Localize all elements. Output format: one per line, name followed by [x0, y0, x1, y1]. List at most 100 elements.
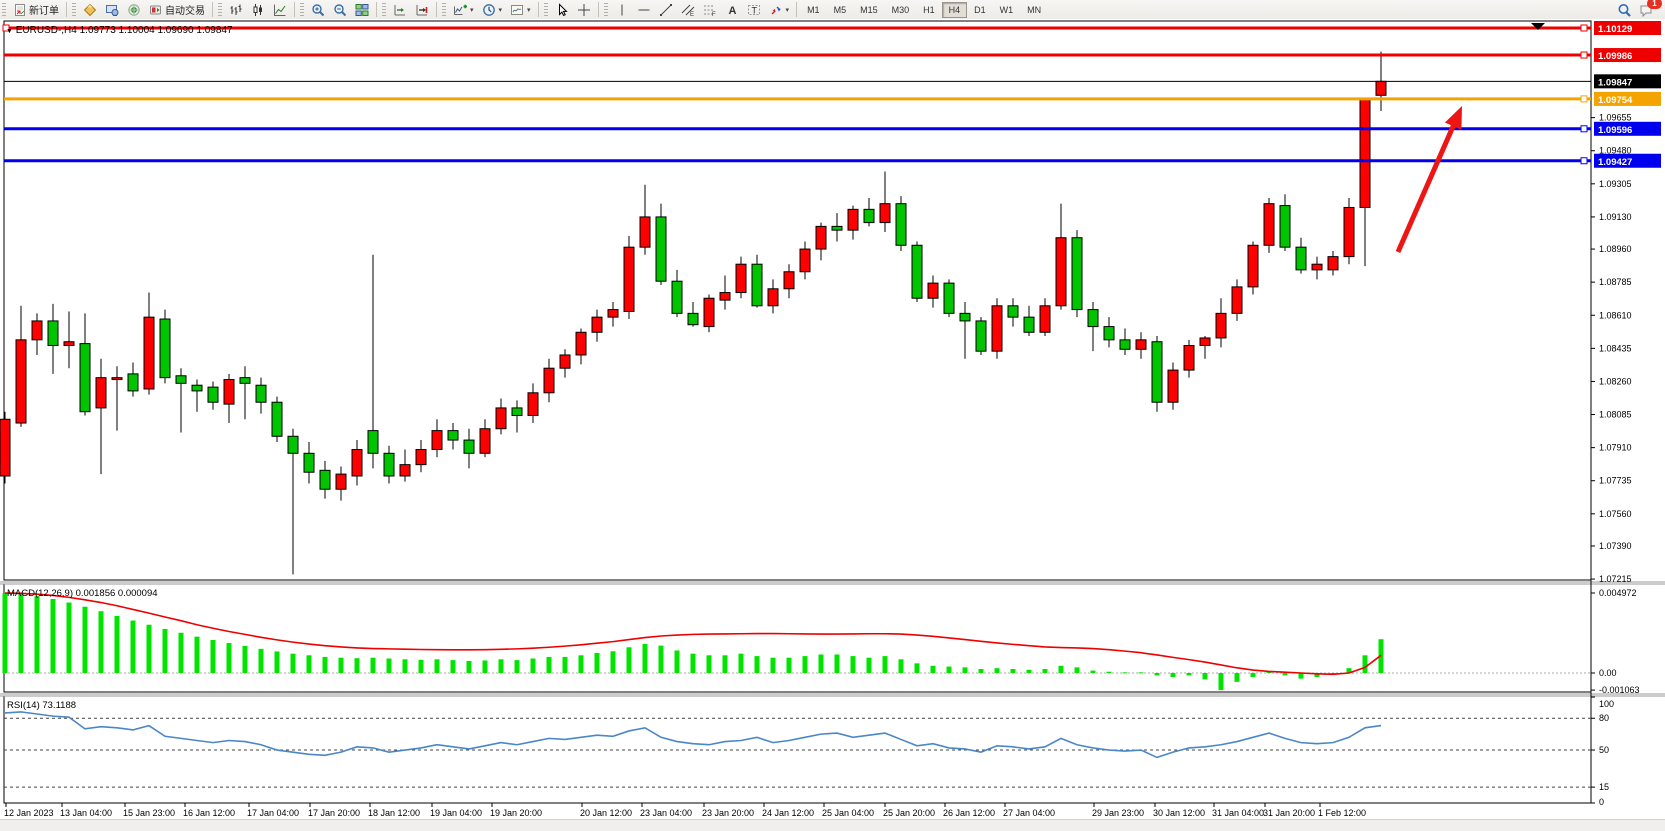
candle-bear	[319, 469, 331, 490]
chart-area[interactable]: 1.09655 1.09480 1.09305 1.09130 1.08960 1.087…	[0, 19, 1665, 831]
candle-bull	[703, 297, 715, 328]
equidistant-channel-button[interactable]: E	[677, 1, 699, 19]
time-label[interactable]: 29 Jan 23:00	[1092, 808, 1144, 818]
line-handle[interactable]	[1580, 24, 1588, 32]
new-order-button[interactable]: 新订单	[9, 0, 63, 19]
candle-bear	[911, 244, 923, 299]
timeframe-m15-button[interactable]: M15	[860, 4, 878, 15]
market-watch-button[interactable]	[79, 1, 101, 19]
toolbar-grip[interactable]	[72, 2, 76, 17]
auto-scroll-button[interactable]	[389, 1, 411, 19]
candle-bull	[927, 282, 939, 299]
zoom-in-button[interactable]	[307, 1, 329, 19]
candle-bear	[863, 208, 875, 224]
crosshair-button[interactable]	[573, 1, 595, 19]
timeframe-d1-button[interactable]: D1	[974, 4, 986, 15]
new-chart-button[interactable]: ▾	[449, 1, 478, 19]
timeframe-h4-button[interactable]: H4	[941, 1, 968, 18]
fibonacci-button[interactable]: F	[699, 1, 721, 19]
data-window-button[interactable]	[101, 1, 123, 19]
candle-bull	[15, 339, 27, 424]
trendline-button[interactable]	[655, 1, 677, 19]
rsi-line	[4, 711, 1382, 759]
candle-bear	[751, 263, 763, 307]
line-handle[interactable]	[1580, 157, 1588, 165]
annotation-arrow[interactable]	[1395, 114, 1461, 254]
search-button[interactable]	[1613, 1, 1635, 19]
chart-shift-button[interactable]	[411, 1, 433, 19]
main-pane[interactable]	[3, 20, 1592, 581]
candle-bull	[399, 464, 411, 477]
timeframe-m30-button[interactable]: M30	[891, 4, 910, 15]
time-label[interactable]: 31 Jan 20:00	[1263, 808, 1315, 818]
toolbar-grip[interactable]	[603, 2, 608, 17]
price-tick-label: 1.07390	[1599, 541, 1632, 551]
toolbar-grip[interactable]	[218, 2, 222, 17]
time-label[interactable]: 17 Jan 04:00	[247, 808, 299, 818]
time-label[interactable]: 19 Jan 04:00	[430, 808, 482, 818]
toolbar-grip[interactable]	[442, 2, 446, 17]
time-label[interactable]: 19 Jan 20:00	[490, 808, 542, 818]
time-label[interactable]: 31 Jan 04:00	[1212, 808, 1264, 818]
time-label[interactable]: 24 Jan 12:00	[762, 808, 814, 818]
macd-pane[interactable]	[3, 583, 1592, 693]
zoom-out-button[interactable]	[329, 1, 351, 19]
time-label[interactable]: 13 Jan 04:00	[60, 808, 112, 818]
cursor-button[interactable]	[551, 1, 573, 19]
toolbar-grip[interactable]	[300, 2, 304, 17]
line-handle[interactable]	[1580, 125, 1588, 133]
timeframe-mn-button[interactable]: MN	[1027, 4, 1042, 15]
price-tick-label: 1.07910	[1599, 443, 1632, 453]
time-label[interactable]: 25 Jan 04:00	[822, 808, 874, 818]
timeframe-h1-button[interactable]: H1	[923, 4, 935, 15]
vertical-line-button[interactable]	[611, 1, 633, 19]
time-label[interactable]: 15 Jan 23:00	[123, 808, 175, 818]
toolbar-grip[interactable]	[543, 2, 548, 17]
svg-text:F: F	[712, 12, 716, 17]
tile-windows-button[interactable]	[351, 1, 373, 19]
time-label[interactable]: 20 Jan 12:00	[580, 808, 632, 818]
horizontal-line-button[interactable]	[633, 1, 655, 19]
time-label[interactable]: 16 Jan 12:00	[183, 808, 235, 818]
time-label[interactable]: 23 Jan 20:00	[702, 808, 754, 818]
arrow-objects-button[interactable]: ▾	[765, 1, 794, 19]
chart-shift-marker[interactable]	[1531, 23, 1545, 30]
time-label[interactable]: 17 Jan 20:00	[308, 808, 360, 818]
auto-trading-button[interactable]: 自动交易	[145, 0, 209, 19]
time-label[interactable]: 18 Jan 12:00	[368, 808, 420, 818]
text-button[interactable]: A	[721, 1, 743, 19]
time-label[interactable]: 30 Jan 12:00	[1153, 808, 1205, 818]
timeframe-w1-button[interactable]: W1	[999, 4, 1014, 15]
line-handle[interactable]	[2, 24, 10, 32]
time-label[interactable]: 25 Jan 20:00	[883, 808, 935, 818]
toolbar-grip[interactable]	[2, 2, 6, 17]
chart-bars-button[interactable]	[225, 1, 247, 19]
candle-bull	[607, 309, 619, 318]
notifications-button[interactable]: 1	[1635, 0, 1662, 19]
line-handle[interactable]	[1580, 95, 1588, 103]
text-label-button[interactable]: T	[743, 1, 765, 19]
templates-button[interactable]: ▾	[506, 1, 535, 19]
symbol-dropdown-icon[interactable]: ▼	[6, 28, 13, 35]
candle-bull	[591, 316, 603, 333]
market-watch-icon	[83, 3, 97, 17]
chart-line-button[interactable]	[269, 1, 291, 19]
candle-bear	[1295, 246, 1307, 271]
candle-bull	[719, 292, 731, 301]
time-label[interactable]: 12 Jan 2023	[4, 808, 54, 818]
navigator-button[interactable]	[123, 1, 145, 19]
time-label[interactable]: 1 Feb 12:00	[1318, 808, 1366, 818]
timeframe-m1-button[interactable]: M1	[807, 4, 820, 15]
chart-candles-button[interactable]	[247, 1, 269, 19]
auto-trading-icon	[149, 3, 163, 17]
candle-bull	[431, 430, 443, 451]
time-label[interactable]: 23 Jan 04:00	[640, 808, 692, 818]
line-handle[interactable]	[1580, 51, 1588, 59]
toolbar-grip[interactable]	[382, 2, 386, 17]
periods-button[interactable]: ▾	[478, 1, 507, 19]
time-label[interactable]: 26 Jan 12:00	[943, 808, 995, 818]
price-chart[interactable]: 1.09655 1.09480 1.09305 1.09130 1.08960 1.087…	[0, 19, 1665, 831]
timeframe-m5-button[interactable]: M5	[833, 4, 847, 15]
time-label[interactable]: 27 Jan 04:00	[1003, 808, 1055, 818]
